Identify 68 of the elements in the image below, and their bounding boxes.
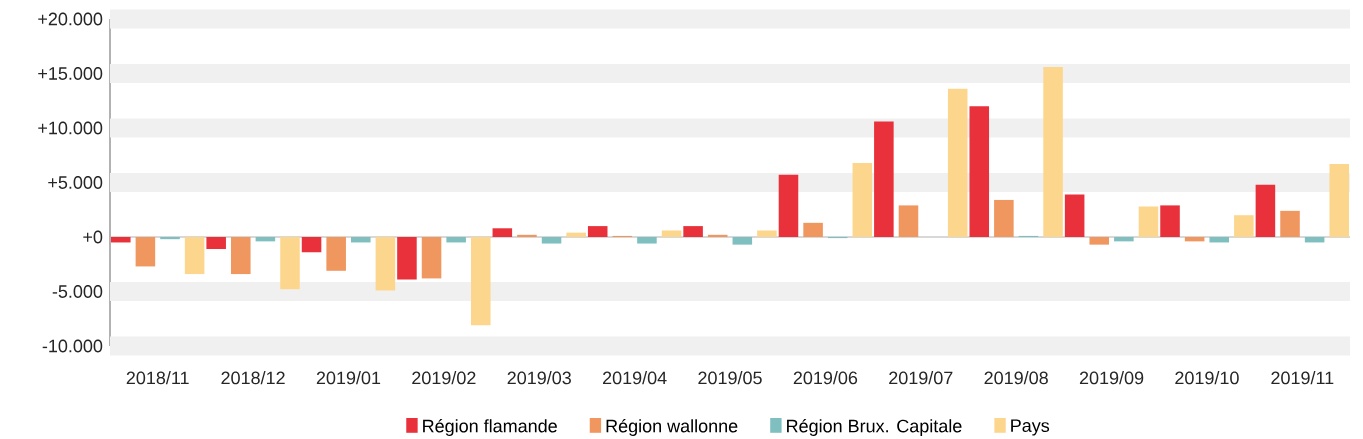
x-tick-label: 2019/06 (793, 371, 858, 385)
y-tick-label: +10.000 (38, 121, 103, 135)
bar (947, 88, 968, 237)
bar (852, 162, 873, 237)
bar (301, 237, 322, 253)
bar (803, 222, 823, 237)
bar (350, 237, 371, 243)
bar (778, 174, 799, 237)
bar (160, 237, 180, 240)
x-tick-label: 2019/02 (412, 371, 476, 385)
bar (683, 226, 703, 237)
bar (492, 228, 513, 237)
x-tick-label: 2019/05 (698, 371, 762, 385)
bar (326, 237, 346, 271)
bar (206, 237, 226, 249)
x-tick-label: 2019/03 (507, 371, 571, 385)
x-tick-label: 2019/04 (603, 371, 667, 385)
x-tick-label: 2019/11 (1271, 371, 1334, 385)
bar (1114, 237, 1134, 242)
y-tick-label: -10.000 (42, 339, 103, 353)
bar (375, 237, 396, 291)
bar (1089, 237, 1110, 245)
y-tick-label: +0 (83, 230, 103, 244)
y-tick-label: +5.000 (48, 176, 103, 189)
bar (231, 237, 251, 275)
x-tick-label: 2019/01 (316, 371, 381, 385)
bar (111, 237, 131, 243)
bar (280, 237, 300, 290)
x-tick-label: 2019/08 (984, 371, 1048, 385)
x-tick-label: 2019/10 (1175, 371, 1239, 385)
bar (1043, 66, 1063, 237)
legend-label: Pays (1011, 419, 1050, 436)
x-tick-label: 2019/07 (889, 371, 953, 385)
bar (1160, 205, 1180, 237)
x-tick-label: 2018/12 (221, 371, 285, 385)
legend-label: Région wallonne (606, 418, 738, 436)
bar (898, 205, 919, 237)
bar (757, 230, 777, 237)
bar (969, 106, 990, 237)
bar (184, 237, 205, 275)
bar (661, 230, 682, 237)
bar (135, 237, 156, 267)
bar (874, 121, 894, 237)
bar (446, 237, 466, 243)
bar (1329, 163, 1350, 237)
bar (470, 237, 491, 326)
bar (1280, 210, 1300, 237)
y-tick-label: +20.000 (38, 12, 103, 26)
bar (1255, 184, 1276, 237)
x-tick-label: 2018/11 (126, 371, 189, 385)
bar (1138, 206, 1159, 237)
bar (541, 237, 562, 244)
legend-label: Région flamande (423, 418, 557, 436)
bar (1064, 194, 1085, 237)
y-tick-label: +15.000 (38, 67, 103, 80)
y-tick-label: -5.000 (52, 285, 103, 298)
bar (732, 237, 753, 245)
bar (1209, 237, 1230, 243)
bar (587, 226, 608, 237)
x-tick-label: 2019/09 (1079, 371, 1144, 385)
bar (397, 237, 417, 280)
bar (637, 237, 657, 244)
bar (994, 199, 1014, 237)
bar (566, 232, 586, 237)
legend-label: Région Brux. Capitale (787, 418, 962, 436)
bar (517, 234, 537, 237)
bar (421, 237, 442, 279)
bar (1234, 215, 1254, 237)
